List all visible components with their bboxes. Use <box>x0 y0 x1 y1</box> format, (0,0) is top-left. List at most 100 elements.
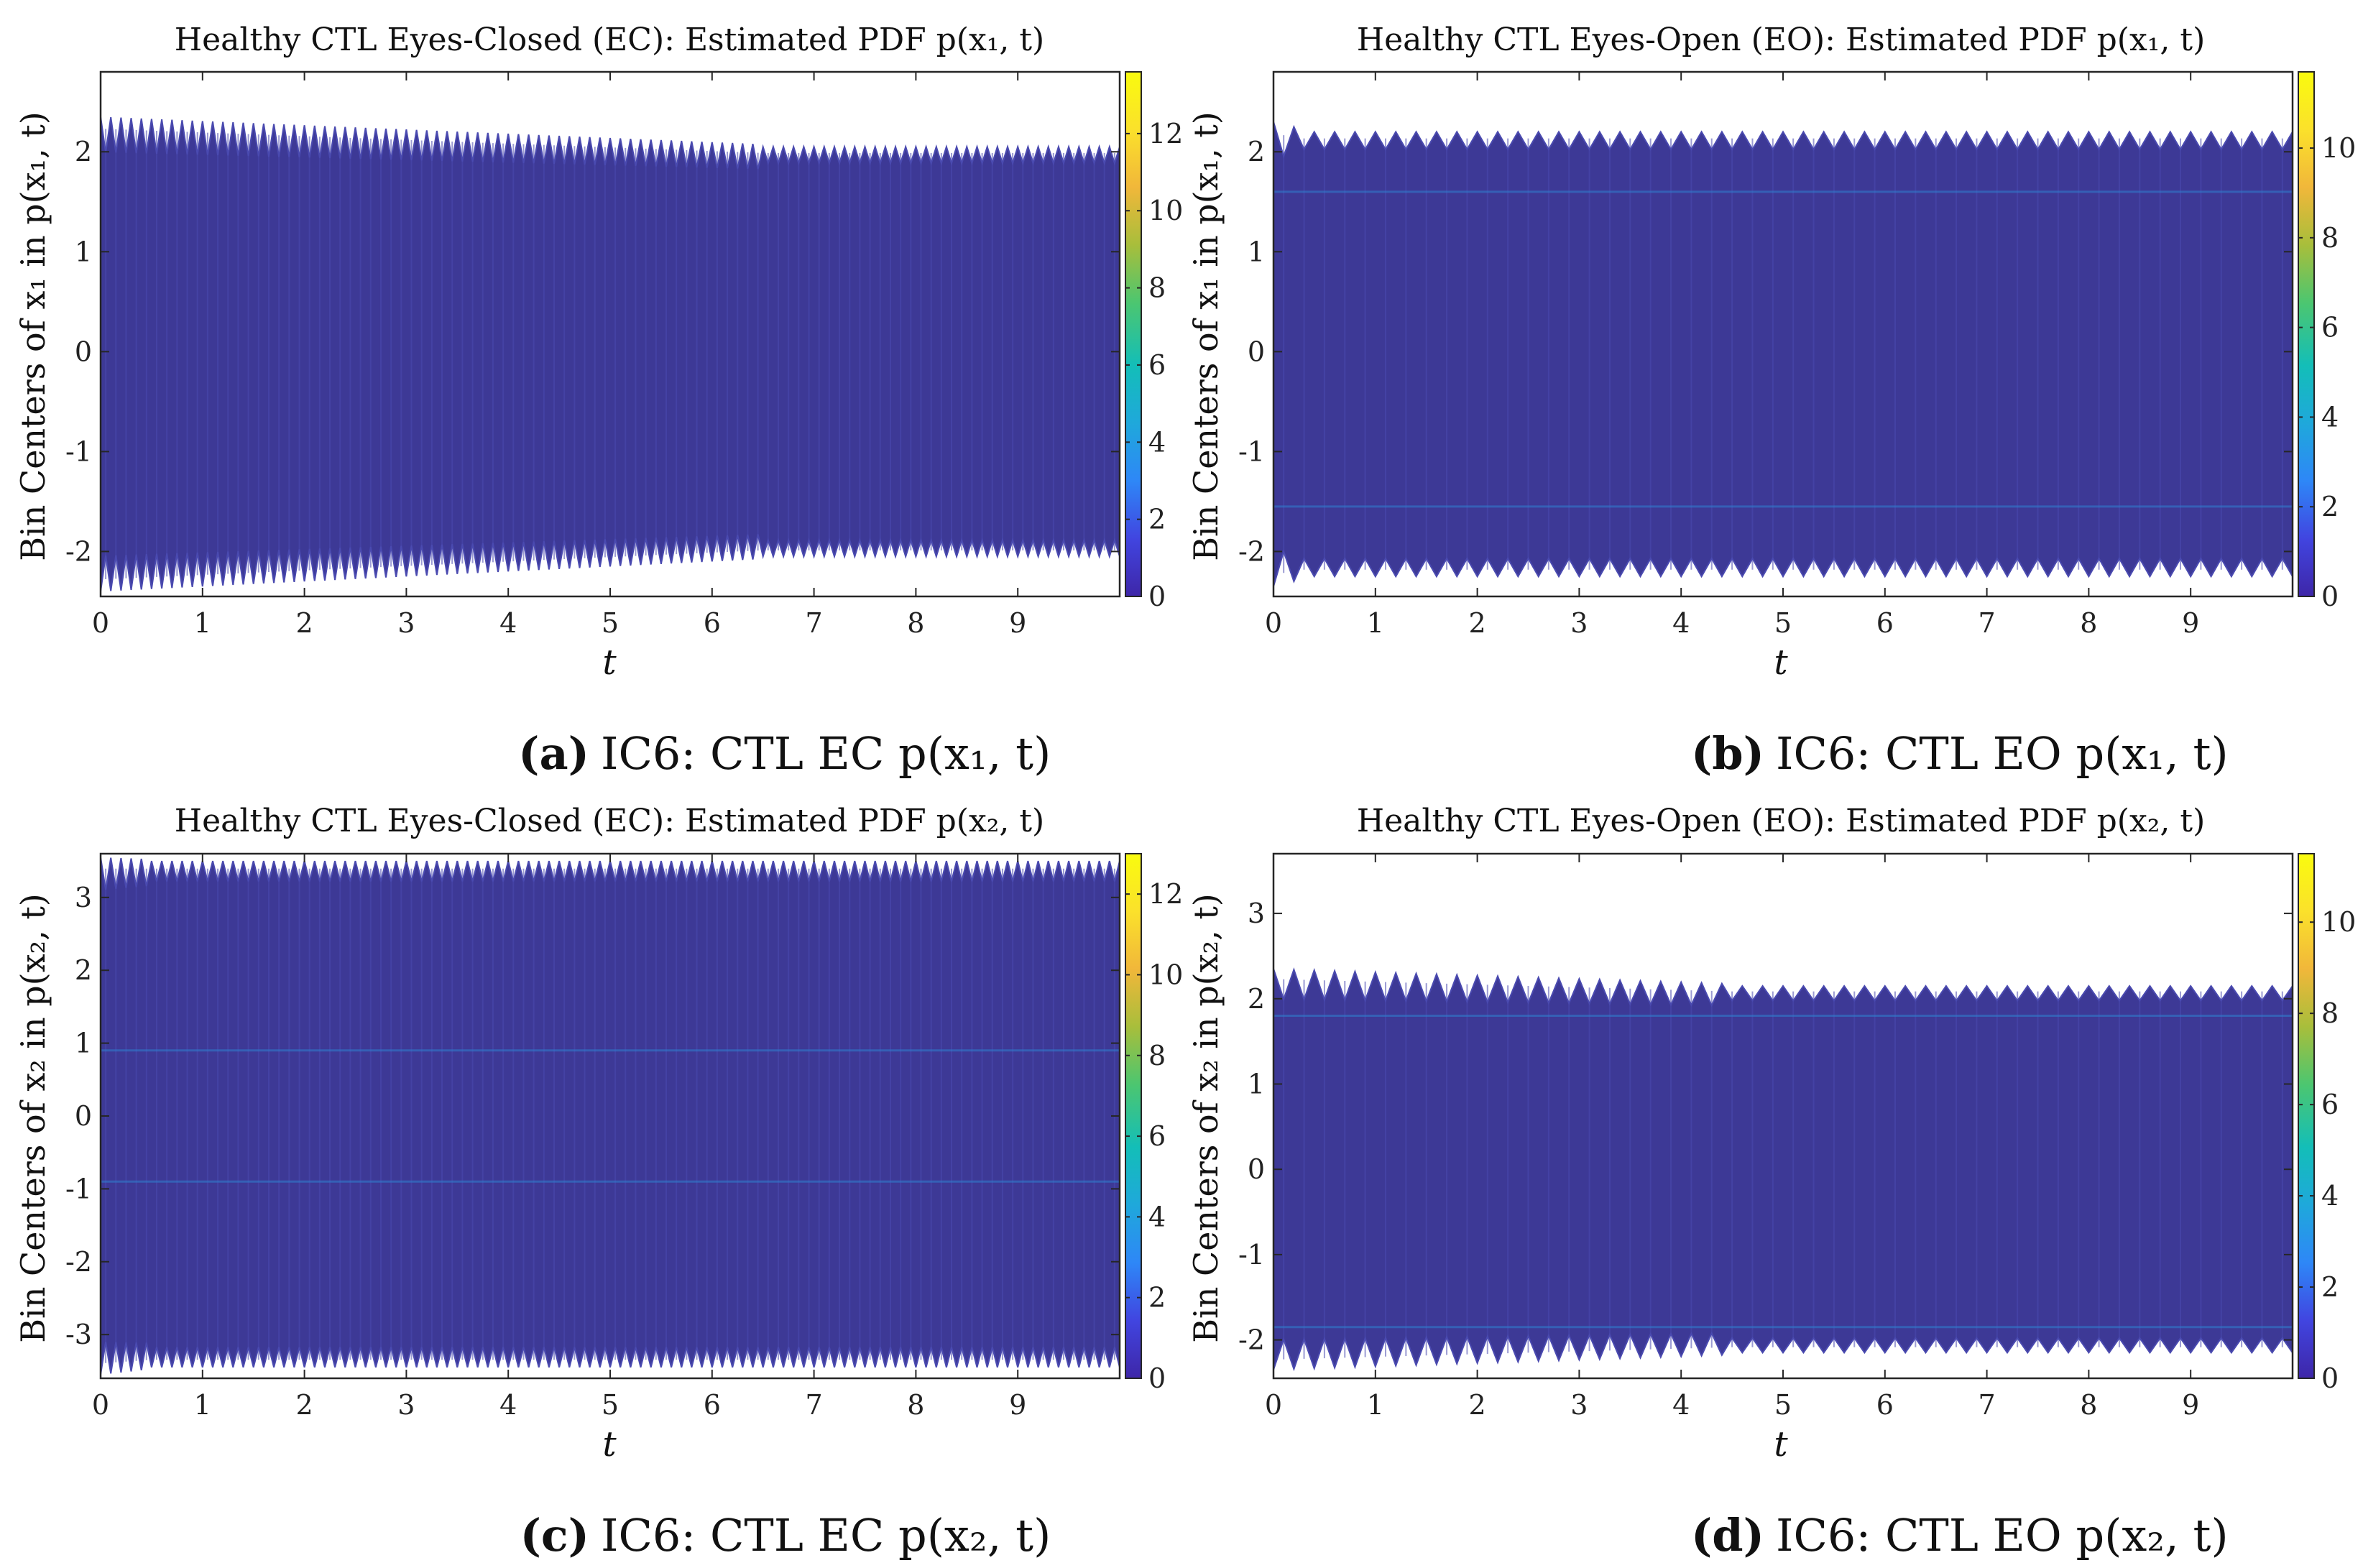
x-tick-label: 2 <box>296 607 313 639</box>
panel-a-caption-label: (a) <box>518 727 589 780</box>
colorbar <box>1125 853 1142 1379</box>
colorbar-tick-label: 10 <box>1148 195 1183 226</box>
oscillation-stripes <box>1283 135 2283 573</box>
x-tick-label: 0 <box>92 607 109 639</box>
y-tick-label: 2 <box>75 136 92 167</box>
x-tick-label: 7 <box>1979 607 1996 639</box>
x-tick-label: 9 <box>1009 607 1026 639</box>
y-tick-label: 1 <box>75 236 92 267</box>
x-tick-label: 1 <box>1367 1389 1384 1421</box>
y-tick-label: -1 <box>1238 1239 1265 1270</box>
colorbar-tick-label: 8 <box>1148 1040 1166 1071</box>
x-tick-label: 6 <box>1876 607 1894 639</box>
x-tick-label: 7 <box>806 607 823 639</box>
x-tick-label: 9 <box>2182 1389 2199 1421</box>
y-tick-label: 2 <box>75 954 92 986</box>
colorbar-tick-label: 10 <box>2321 132 2356 164</box>
colorbar-tick-label: 2 <box>1148 504 1166 535</box>
y-tick-label: -1 <box>65 1173 92 1204</box>
x-tick-label: 6 <box>704 1389 721 1421</box>
panel-b: Healthy CTL Eyes-Open (EO): Estimated PD… <box>1187 22 2356 780</box>
colorbar-tick-label: 4 <box>1148 426 1166 458</box>
x-tick-label: 8 <box>2080 1389 2097 1421</box>
panel-d-caption-label: (d) <box>1691 1509 1764 1562</box>
colorbar-tick-label: 2 <box>2321 491 2339 522</box>
panel-a-ylabel: Bin Centers of x₁ in p(x₁, t) <box>14 111 52 561</box>
colorbar-tick-label: 6 <box>1148 349 1166 381</box>
panel-c: Healthy CTL Eyes-Closed (EC): Estimated … <box>14 803 1183 1562</box>
colorbar-tick-label: 8 <box>2321 222 2339 254</box>
x-tick-label: 5 <box>602 1389 619 1421</box>
panel-b-ylabel: Bin Centers of x₁ in p(x₁, t) <box>1187 111 1225 561</box>
density-region <box>100 857 1120 1375</box>
panel-a-xlabel: t <box>602 642 617 683</box>
y-tick-label: -2 <box>65 1246 92 1278</box>
y-tick-label: 3 <box>75 882 92 913</box>
x-tick-label: 0 <box>1265 1389 1282 1421</box>
y-tick-label: 1 <box>1248 236 1265 267</box>
x-tick-label: 2 <box>1469 1389 1486 1421</box>
y-tick-label: 2 <box>1248 136 1265 167</box>
panel-d-plot-area: 0 1 2 3 4 5 6 7 8 9 -2 -1 0 1 2 3 0 2 4 6 8 10 <box>1238 852 2356 1421</box>
colorbar-tick-label: 8 <box>1148 272 1166 304</box>
y-tick-label: -1 <box>1238 435 1265 467</box>
panel-d: Healthy CTL Eyes-Open (EO): Estimated PD… <box>1187 803 2356 1562</box>
y-tick-label: -2 <box>1238 535 1265 567</box>
colorbar-tick-label: 10 <box>2321 906 2356 938</box>
y-tick-label: 1 <box>75 1028 92 1059</box>
panel-d-caption-text: IC6: CTL EO p(x₂, t) <box>1776 1509 2229 1562</box>
colorbar-tick-label: 10 <box>1148 959 1183 990</box>
x-tick-label: 4 <box>499 1389 517 1421</box>
x-tick-label: 1 <box>1367 607 1384 639</box>
colorbar-tick-label: 4 <box>2321 1180 2339 1212</box>
x-tick-label: 1 <box>194 607 211 639</box>
colorbar-tick-label: 12 <box>1148 118 1183 149</box>
panel-c-title: Healthy CTL Eyes-Closed (EC): Estimated … <box>175 803 1044 839</box>
panel-b-caption-text: IC6: CTL EO p(x₁, t) <box>1776 727 2229 780</box>
x-tick-label: 7 <box>806 1389 823 1421</box>
colorbar <box>2298 853 2315 1379</box>
x-tick-label: 9 <box>2182 607 2199 639</box>
colorbar-tick-label: 0 <box>1148 1362 1166 1394</box>
panel-d-ylabel: Bin Centers of x₂ in p(x₂, t) <box>1187 893 1225 1343</box>
panel-b-title: Healthy CTL Eyes-Open (EO): Estimated PD… <box>1357 22 2205 58</box>
colorbar-tick-label: 12 <box>1148 878 1183 910</box>
panel-d-xlabel: t <box>1774 1424 1788 1465</box>
x-tick-label: 5 <box>1774 607 1792 639</box>
colorbar-tick-label: 6 <box>2321 312 2339 343</box>
colorbar-tick-label: 2 <box>1148 1282 1166 1314</box>
y-tick-label: -2 <box>65 535 92 567</box>
x-tick-label: 4 <box>1672 607 1690 639</box>
colorbar-tick-label: 4 <box>1148 1201 1166 1232</box>
colorbar <box>2298 71 2315 597</box>
x-tick-label: 8 <box>907 607 924 639</box>
panel-c-xlabel: t <box>602 1424 617 1465</box>
x-tick-label: 8 <box>907 1389 924 1421</box>
panel-b-plot-area: 0 1 2 3 4 5 6 7 8 9 -2 -1 0 1 2 0 2 4 6 8 10 <box>1238 70 2356 639</box>
panel-d-title: Healthy CTL Eyes-Open (EO): Estimated PD… <box>1357 803 2205 839</box>
panel-a-title: Healthy CTL Eyes-Closed (EC): Estimated … <box>175 22 1044 58</box>
colorbar-tick-label: 6 <box>2321 1089 2339 1120</box>
colorbar-tick-label: 8 <box>2321 997 2339 1029</box>
y-tick-label: -3 <box>65 1319 92 1350</box>
x-tick-label: 1 <box>194 1389 211 1421</box>
panel-b-xlabel: t <box>1774 642 1788 683</box>
x-tick-label: 3 <box>397 607 415 639</box>
oscillation-stripes <box>105 868 1115 1363</box>
x-tick-label: 0 <box>92 1389 109 1421</box>
x-tick-label: 4 <box>499 607 517 639</box>
panel-a: Healthy CTL Eyes-Closed (EC): Estimated … <box>14 22 1183 780</box>
x-tick-label: 3 <box>1570 607 1588 639</box>
x-tick-label: 6 <box>1876 1389 1894 1421</box>
panel-c-ylabel: Bin Centers of x₂ in p(x₂, t) <box>14 893 52 1343</box>
colorbar-tick-label: 6 <box>1148 1120 1166 1152</box>
panel-c-caption-text: IC6: CTL EC p(x₂, t) <box>601 1509 1051 1562</box>
x-tick-label: 8 <box>2080 607 2097 639</box>
y-tick-label: -1 <box>65 435 92 467</box>
density-region <box>100 116 1120 592</box>
y-tick-label: 3 <box>1248 898 1265 929</box>
colorbar-tick-label: 0 <box>2321 581 2339 612</box>
oscillation-stripes <box>1283 979 2283 1360</box>
